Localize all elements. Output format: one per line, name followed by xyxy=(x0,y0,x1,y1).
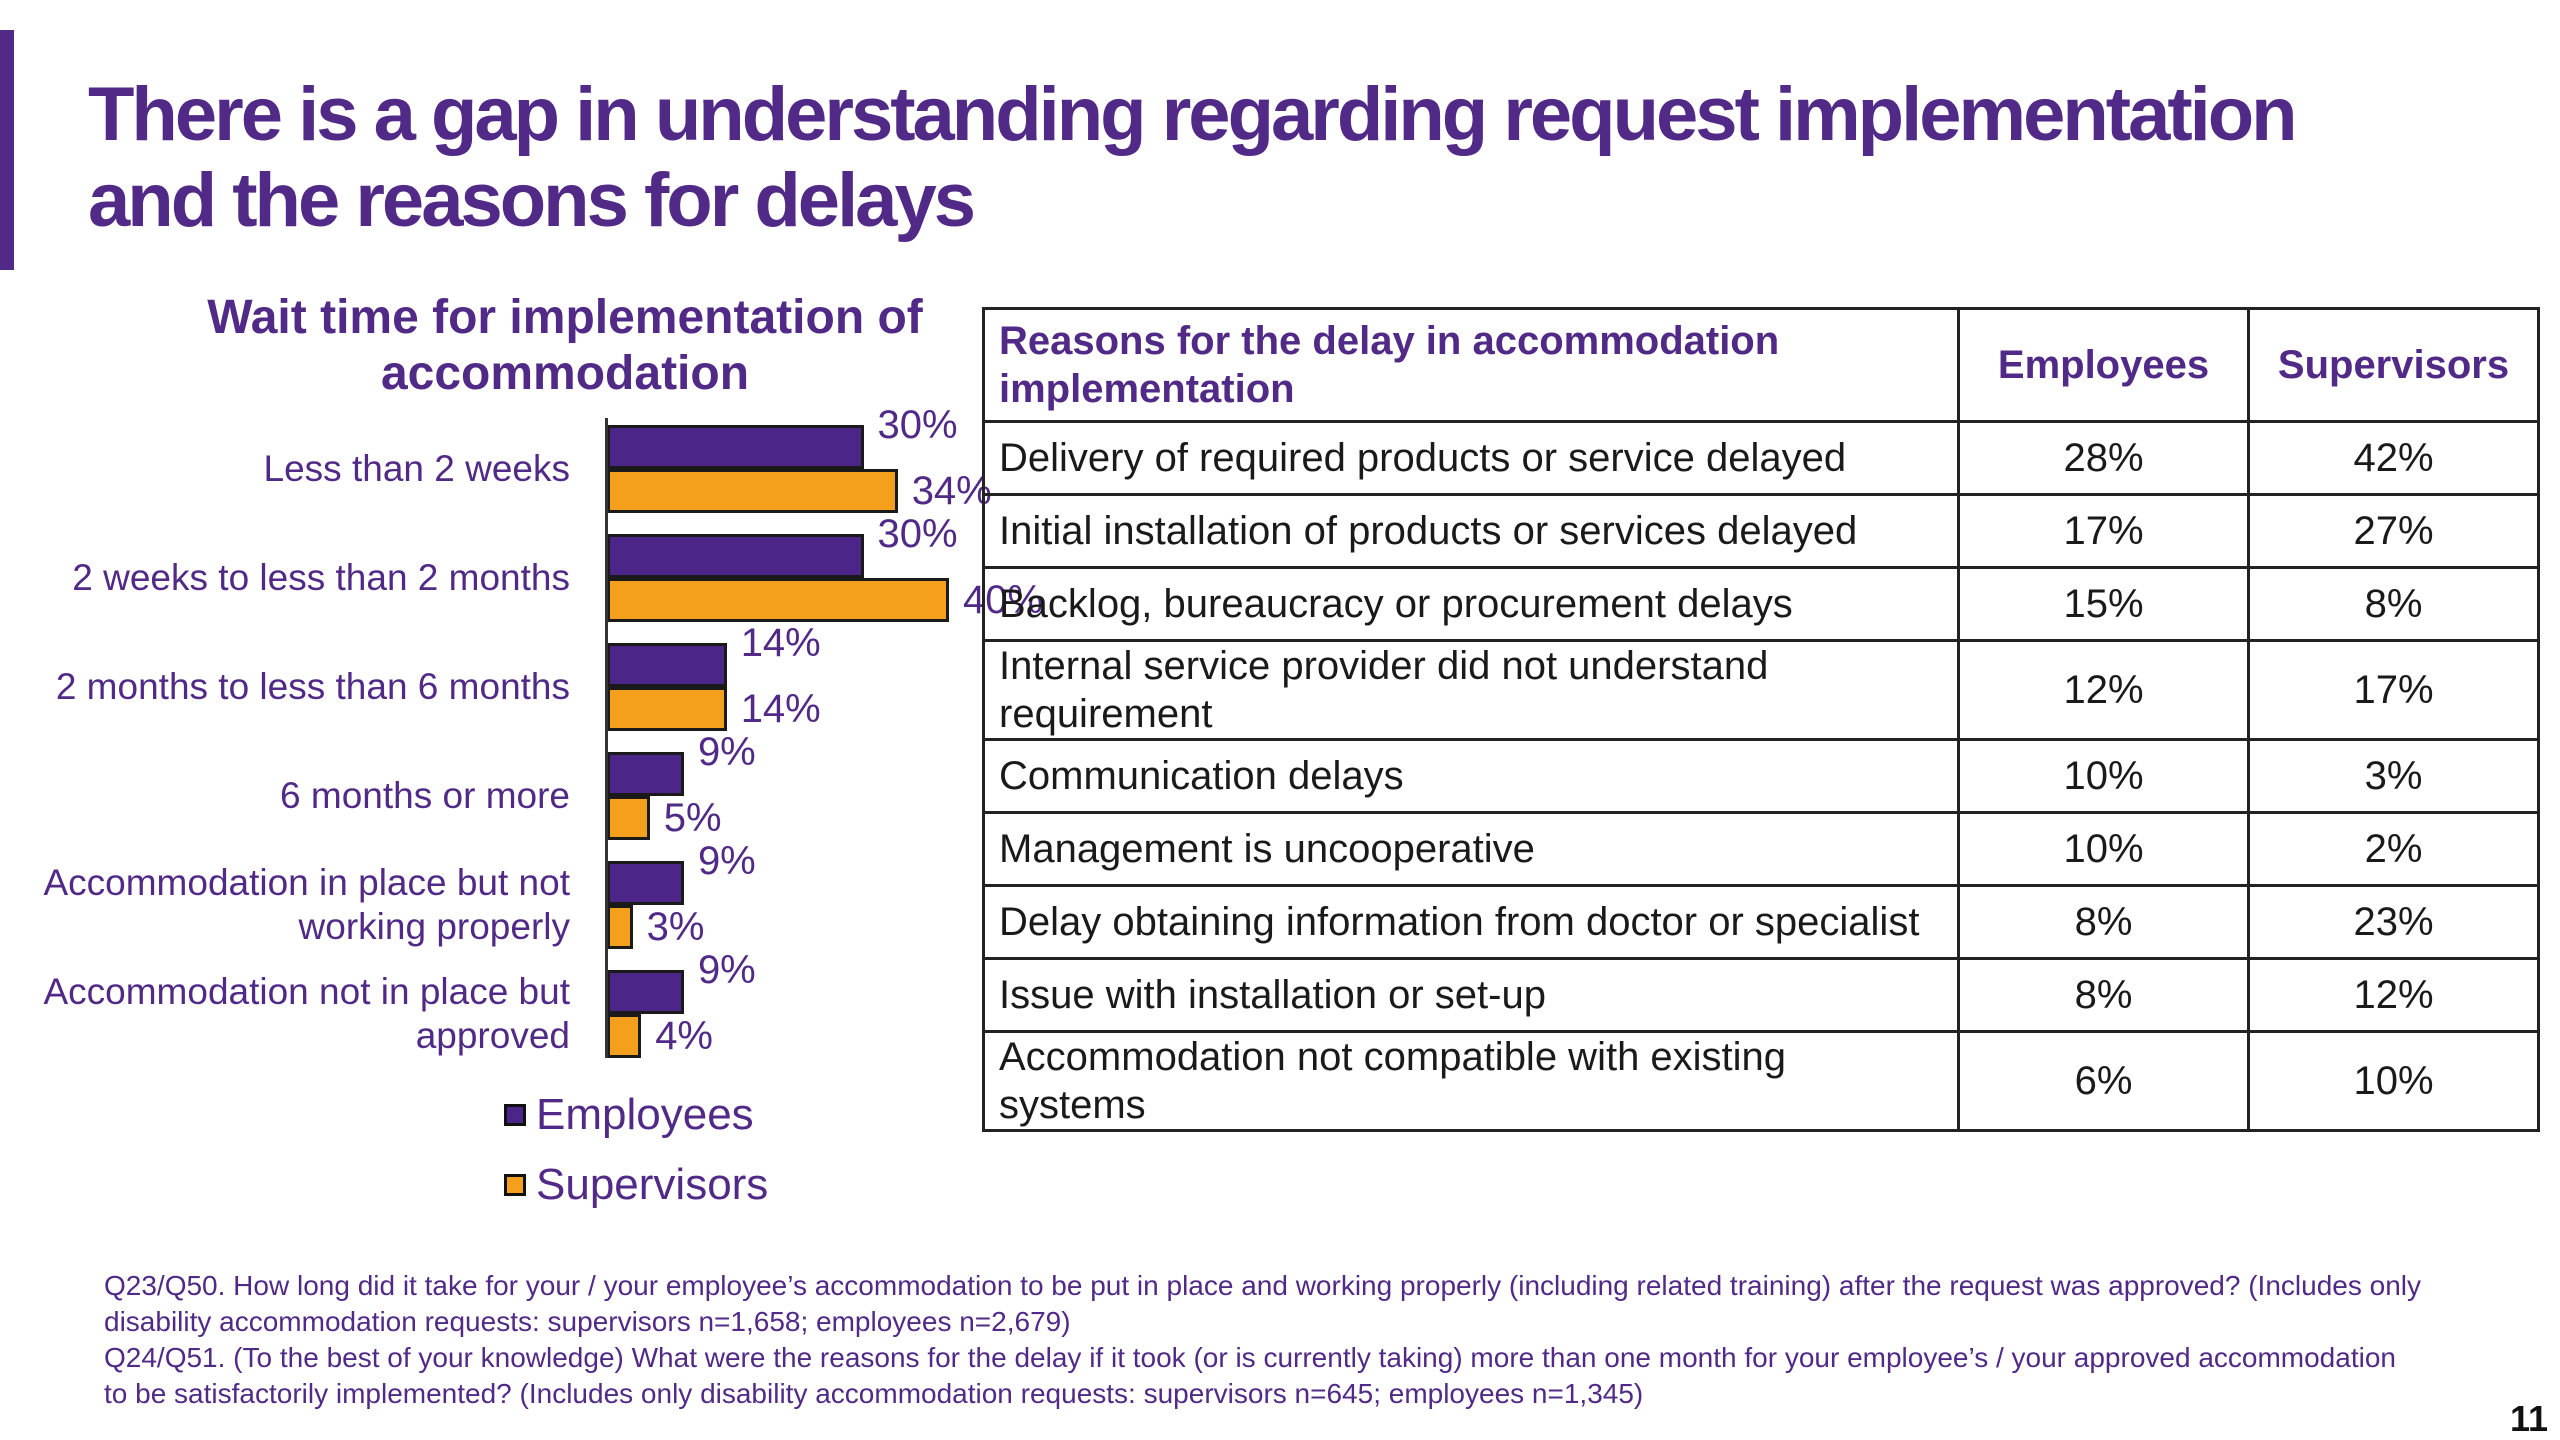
table-row: Initial installation of products or serv… xyxy=(982,493,2540,569)
footnote-q23: Q23/Q50. How long did it take for your /… xyxy=(104,1270,2421,1337)
table-cell-employees: 12% xyxy=(1957,639,2250,741)
bar-supervisors-accommodation-not-in-place-but-approved xyxy=(607,1014,642,1058)
category-label-2-months-to-less-than-6-months: 2 months to less than 6 months xyxy=(55,666,570,707)
table-row: Accommodation not compatible with existi… xyxy=(982,1030,2540,1132)
table-cell-supervisors: 2% xyxy=(2247,811,2540,887)
value-label-employees-less-than-2-weeks: 30% xyxy=(877,403,958,447)
category-label-less-than-2-weeks: Less than 2 weeks xyxy=(263,448,570,489)
table-cell-supervisors: 8% xyxy=(2247,566,2540,642)
table-row: Issue with installation or set-up 8% 12% xyxy=(982,957,2540,1033)
table-cell-employees: 8% xyxy=(1957,957,2250,1033)
table-header-row: Reasons for the delay in accommodation i… xyxy=(982,307,2540,423)
delay-reasons-table: Reasons for the delay in accommodation i… xyxy=(982,307,2540,1132)
legend-label-supervisors: Supervisors xyxy=(536,1160,769,1209)
legend-item-employees: Employees xyxy=(504,1080,768,1150)
value-label-employees-accommodation-in-place-but-not-working-properly: 9% xyxy=(697,839,756,883)
table-cell-reason: Initial installation of products or serv… xyxy=(982,493,1960,569)
value-label-supervisors-accommodation-in-place-but-not-working-properly: 3% xyxy=(646,905,705,949)
bar-supervisors-accommodation-in-place-but-not-working-properly xyxy=(607,905,633,949)
bar-employees-2-weeks-to-less-than-2-months xyxy=(607,534,864,578)
table-row: Delay obtaining information from doctor … xyxy=(982,884,2540,960)
table-header-employees: Employees xyxy=(1957,307,2250,423)
table-cell-reason: Issue with installation or set-up xyxy=(982,957,1960,1033)
value-label-employees-accommodation-not-in-place-but-approved: 9% xyxy=(697,948,756,992)
legend-item-supervisors: Supervisors xyxy=(504,1150,768,1220)
table-header-reason: Reasons for the delay in accommodation i… xyxy=(982,307,1960,423)
table-row: Management is uncooperative 10% 2% xyxy=(982,811,2540,887)
bar-employees-2-months-to-less-than-6-months xyxy=(607,643,727,687)
table-cell-employees: 28% xyxy=(1957,420,2250,496)
value-label-supervisors-less-than-2-weeks: 34% xyxy=(911,469,992,513)
table-cell-employees: 8% xyxy=(1957,884,2250,960)
title-accent-bar xyxy=(0,30,14,270)
table-cell-supervisors: 23% xyxy=(2247,884,2540,960)
bar-employees-accommodation-not-in-place-but-approved xyxy=(607,970,684,1014)
legend-label-employees: Employees xyxy=(536,1090,754,1139)
bar-supervisors-less-than-2-weeks xyxy=(607,469,898,513)
category-label-2-weeks-to-less-than-2-months: 2 weeks to less than 2 months xyxy=(72,557,570,598)
table-cell-reason: Delivery of required products or service… xyxy=(982,420,1960,496)
table-cell-employees: 10% xyxy=(1957,811,2250,887)
table-cell-reason: Management is uncooperative xyxy=(982,811,1960,887)
bar-supervisors-6-months-or-more xyxy=(607,796,650,840)
category-label-6-months-or-more: 6 months or more xyxy=(280,775,570,816)
bar-employees-6-months-or-more xyxy=(607,752,684,796)
chart-axis-line xyxy=(605,418,608,1058)
table-cell-reason: Accommodation not compatible with existi… xyxy=(982,1030,1960,1132)
value-label-supervisors-2-months-to-less-than-6-months: 14% xyxy=(740,687,821,731)
table-cell-employees: 15% xyxy=(1957,566,2250,642)
table-cell-supervisors: 27% xyxy=(2247,493,2540,569)
table-cell-reason: Backlog, bureaucracy or procurement dela… xyxy=(982,566,1960,642)
table-cell-supervisors: 42% xyxy=(2247,420,2540,496)
table-cell-reason: Delay obtaining information from doctor … xyxy=(982,884,1960,960)
table-cell-supervisors: 3% xyxy=(2247,738,2540,814)
chart-title: Wait time for implementation of accommod… xyxy=(207,291,923,400)
table-row: Communication delays 10% 3% xyxy=(982,738,2540,814)
table-row: Internal service provider did not unders… xyxy=(982,639,2540,741)
footnotes: Q23/Q50. How long did it take for your /… xyxy=(104,1268,2424,1412)
page-number: 11 xyxy=(2510,1398,2549,1439)
bar-employees-less-than-2-weeks xyxy=(607,425,864,469)
table-cell-supervisors: 10% xyxy=(2247,1030,2540,1132)
table-cell-employees: 6% xyxy=(1957,1030,2250,1132)
table-cell-reason: Communication delays xyxy=(982,738,1960,814)
footnote-q24: Q24/Q51. (To the best of your knowledge)… xyxy=(104,1342,2396,1409)
table-cell-employees: 10% xyxy=(1957,738,2250,814)
bar-supervisors-2-weeks-to-less-than-2-months xyxy=(607,578,949,622)
bar-employees-accommodation-in-place-but-not-working-properly xyxy=(607,861,684,905)
table-row: Delivery of required products or service… xyxy=(982,420,2540,496)
value-label-supervisors-accommodation-not-in-place-but-approved: 4% xyxy=(655,1014,713,1058)
value-label-employees-6-months-or-more: 9% xyxy=(697,730,756,774)
value-label-supervisors-6-months-or-more: 5% xyxy=(663,796,722,840)
legend-swatch-supervisors xyxy=(504,1174,526,1196)
value-label-employees-2-weeks-to-less-than-2-months: 30% xyxy=(877,512,958,556)
table-cell-reason: Internal service provider did not unders… xyxy=(982,639,1960,741)
legend-swatch-employees xyxy=(504,1104,526,1126)
bar-supervisors-2-months-to-less-than-6-months xyxy=(607,687,727,731)
table-row: Backlog, bureaucracy or procurement dela… xyxy=(982,566,2540,642)
chart-legend: Employees Supervisors xyxy=(504,1080,768,1220)
table-cell-supervisors: 17% xyxy=(2247,639,2540,741)
category-label-accommodation-not-in-place-but-approved: Accommodation not in place but approved xyxy=(43,971,570,1056)
table-cell-employees: 17% xyxy=(1957,493,2250,569)
table-cell-supervisors: 12% xyxy=(2247,957,2540,1033)
slide-title: There is a gap in understanding regardin… xyxy=(88,72,2298,243)
category-label-accommodation-in-place-but-not-working-properly: Accommodation in place but not working p… xyxy=(43,862,570,947)
table-header-supervisors: Supervisors xyxy=(2247,307,2540,423)
value-label-employees-2-months-to-less-than-6-months: 14% xyxy=(740,621,821,665)
